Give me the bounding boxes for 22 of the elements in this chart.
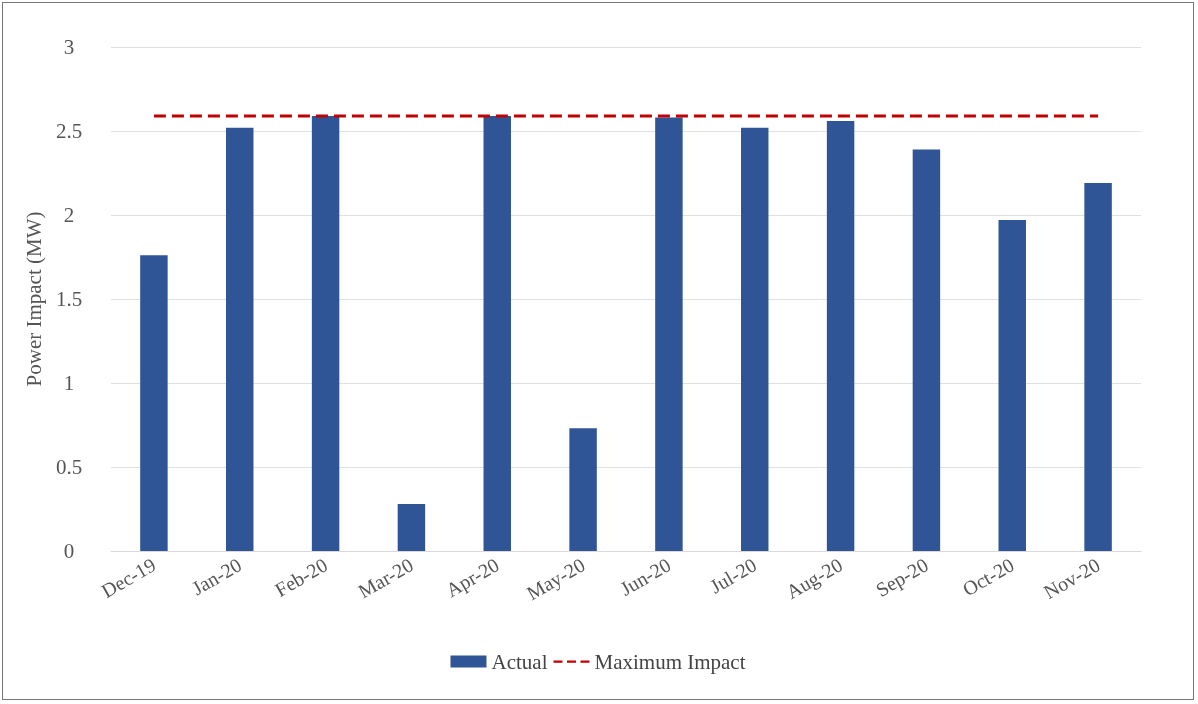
legend-label: Actual [491, 649, 548, 674]
bar [226, 127, 254, 551]
bar [655, 117, 683, 551]
bar [912, 149, 941, 551]
bar [569, 428, 597, 551]
y-tick-label: 1.5 [55, 287, 83, 311]
bar [483, 115, 511, 551]
y-tick-label: 2.5 [55, 119, 83, 143]
y-axis-title: Power Impact (MW) [22, 211, 47, 387]
bar [998, 220, 1026, 551]
legend-label: Maximum Impact [594, 649, 746, 674]
y-tick-label: 1 [63, 371, 75, 395]
bar [140, 255, 168, 551]
bar [397, 503, 426, 551]
bar [826, 120, 855, 551]
bar [1084, 183, 1112, 551]
y-tick-label: 3 [63, 35, 75, 59]
y-tick-label: 2 [63, 203, 75, 227]
y-tick-label: 0 [63, 539, 75, 563]
bar [311, 115, 340, 551]
bar [741, 127, 769, 551]
y-tick-label: 0.5 [55, 455, 83, 479]
